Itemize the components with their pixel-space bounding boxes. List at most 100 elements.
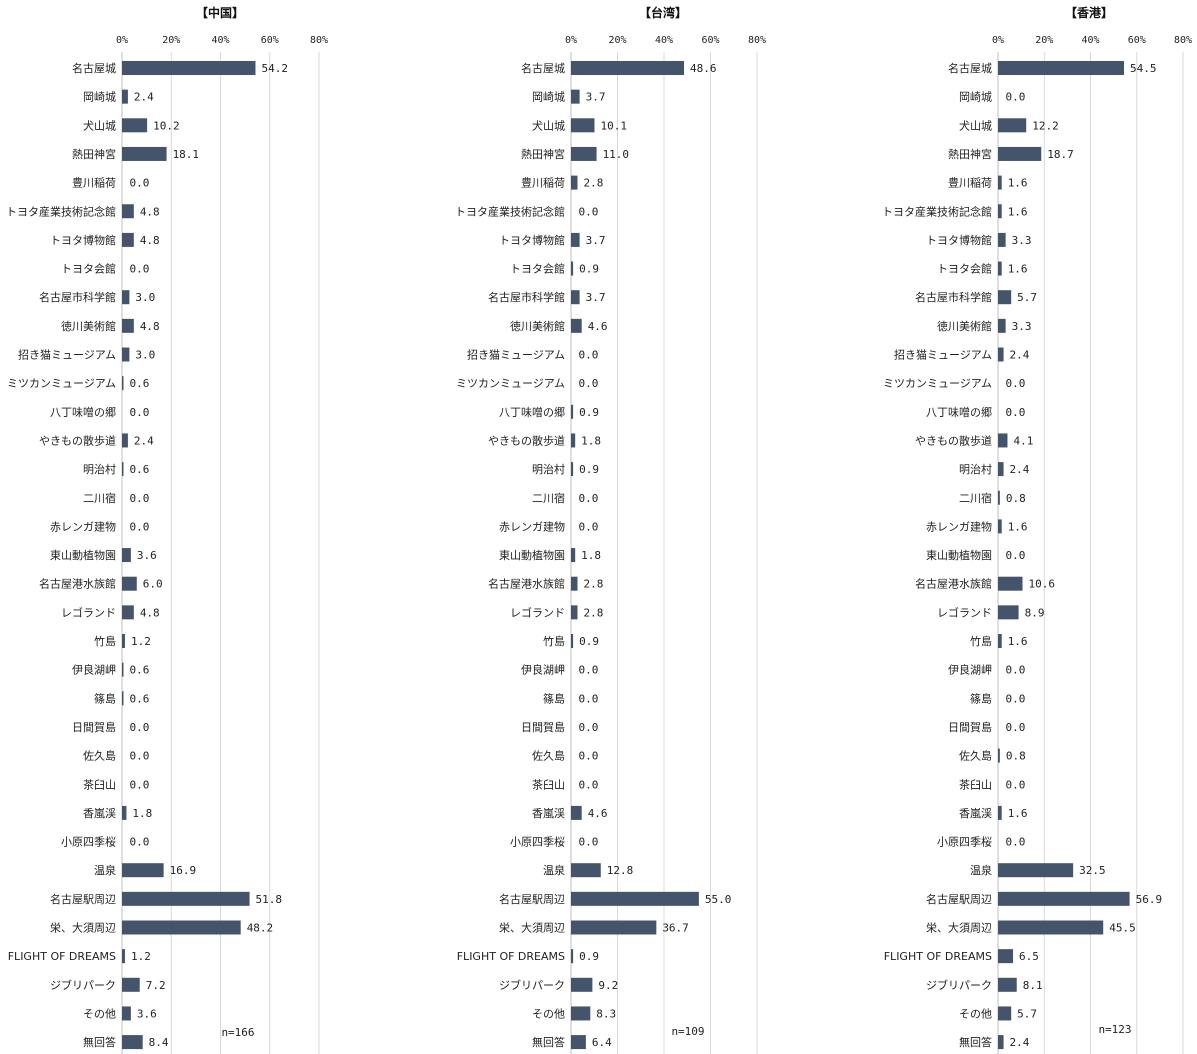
data-label: 3.7 bbox=[586, 234, 606, 247]
category-label: 二川宿 bbox=[959, 491, 992, 505]
data-label: 6.4 bbox=[592, 1036, 612, 1049]
bar bbox=[122, 89, 128, 104]
category-label: 小原四季桜 bbox=[937, 835, 992, 849]
category-label: 八丁味噌の郷 bbox=[499, 405, 565, 419]
chart-panel-1: 0% 20% 40% 60% 80% 【中国】名古屋城 54.2 岡崎城 2.4 犬山城 10.2 熱… bbox=[6, 5, 328, 1054]
category-label: 八丁味噌の郷 bbox=[50, 405, 116, 419]
data-label: 12.2 bbox=[1032, 119, 1059, 132]
bar bbox=[122, 920, 241, 935]
category-label: トヨタ産業技術記念館 bbox=[455, 204, 565, 218]
category-label: 犬山城 bbox=[959, 118, 992, 132]
data-label: 51.8 bbox=[256, 893, 283, 906]
category-label: 無回答 bbox=[959, 1035, 992, 1049]
category-label: 招き猫ミュージアム bbox=[894, 348, 992, 362]
data-label: 2.4 bbox=[1010, 1036, 1030, 1049]
bar bbox=[571, 634, 574, 648]
data-label: 0.0 bbox=[1006, 692, 1026, 705]
data-label: 1.8 bbox=[581, 434, 601, 447]
data-label: 0.9 bbox=[579, 463, 599, 476]
bar bbox=[571, 175, 578, 190]
data-label: 4.8 bbox=[140, 234, 160, 247]
data-label: 1.8 bbox=[132, 807, 152, 820]
bar bbox=[122, 1035, 143, 1050]
x-tick-label: 20% bbox=[1035, 35, 1053, 46]
bar bbox=[998, 805, 1002, 820]
category-label: 竹島 bbox=[543, 634, 565, 648]
category-label: 徳川美術館 bbox=[61, 319, 116, 333]
category-label: 赤レンガ建物 bbox=[926, 519, 992, 533]
category-label: その他 bbox=[532, 1007, 565, 1020]
data-label: 0.9 bbox=[579, 406, 599, 419]
data-label: 0.0 bbox=[130, 721, 150, 734]
category-label: トヨタ会館 bbox=[937, 262, 992, 276]
bar bbox=[122, 977, 140, 992]
bar bbox=[122, 863, 164, 878]
x-tick-label: 20% bbox=[608, 35, 626, 46]
data-label: 0.6 bbox=[130, 377, 150, 390]
data-label: 0.0 bbox=[579, 492, 599, 505]
category-label: 名古屋市科学館 bbox=[488, 290, 565, 304]
category-label: 栄、大須周辺 bbox=[926, 921, 992, 935]
category-label: FLIGHT OF DREAMS bbox=[8, 950, 116, 963]
data-label: 1.6 bbox=[1008, 177, 1028, 190]
data-label: 1.8 bbox=[581, 549, 601, 562]
data-label: 8.9 bbox=[1025, 606, 1045, 619]
category-label: 八丁味噌の郷 bbox=[926, 405, 992, 419]
data-label: 36.7 bbox=[662, 922, 689, 935]
bar bbox=[998, 462, 1004, 477]
x-tick-label: 0% bbox=[992, 35, 1004, 46]
x-tick-label: 60% bbox=[701, 35, 719, 46]
data-label: 10.2 bbox=[153, 119, 180, 132]
bar bbox=[571, 891, 699, 906]
category-label: 東山動植物園 bbox=[926, 548, 992, 562]
bar bbox=[571, 863, 601, 878]
data-label: 48.6 bbox=[690, 62, 717, 75]
data-label: 3.3 bbox=[1012, 234, 1032, 247]
sample-size-label: n=166 bbox=[221, 1026, 254, 1039]
data-label: 0.0 bbox=[579, 750, 599, 763]
bar bbox=[998, 433, 1008, 448]
bar bbox=[998, 61, 1125, 75]
data-label: 0.0 bbox=[579, 377, 599, 390]
bar bbox=[122, 462, 124, 477]
bar bbox=[122, 204, 134, 219]
data-label: 0.0 bbox=[130, 177, 150, 190]
bar bbox=[998, 576, 1023, 591]
category-label: 熱田神宮 bbox=[72, 147, 116, 161]
data-label: 1.6 bbox=[1008, 263, 1028, 276]
data-label: 0.0 bbox=[1006, 549, 1026, 562]
data-label: 0.0 bbox=[1006, 721, 1026, 734]
bar bbox=[571, 1006, 591, 1021]
category-label: 竹島 bbox=[94, 634, 116, 648]
category-label: 犬山城 bbox=[83, 118, 116, 132]
data-label: 2.4 bbox=[1010, 349, 1030, 362]
data-label: 0.9 bbox=[579, 950, 599, 963]
bar bbox=[571, 548, 576, 563]
x-tick-label: 60% bbox=[1128, 35, 1146, 46]
category-label: 東山動植物園 bbox=[50, 548, 116, 562]
bar bbox=[998, 146, 1042, 161]
category-label: トヨタ博物館 bbox=[50, 233, 116, 247]
data-label: 0.0 bbox=[579, 836, 599, 849]
data-label: 54.2 bbox=[261, 62, 288, 75]
category-label: トヨタ会館 bbox=[510, 262, 565, 276]
bar bbox=[998, 232, 1006, 247]
sample-size-label: n=123 bbox=[1098, 1023, 1131, 1036]
category-label: 熱田神宮 bbox=[948, 147, 992, 161]
category-label: 茶臼山 bbox=[959, 777, 992, 791]
data-label: 0.0 bbox=[130, 492, 150, 505]
category-label: 小原四季桜 bbox=[510, 835, 565, 849]
category-label: その他 bbox=[959, 1007, 992, 1020]
bar bbox=[122, 576, 137, 591]
category-label: 名古屋城 bbox=[72, 61, 116, 75]
category-label: 香嵐渓 bbox=[83, 807, 116, 820]
category-label: 温泉 bbox=[94, 863, 116, 877]
bar bbox=[998, 949, 1014, 964]
category-label: 栄、大須周辺 bbox=[499, 921, 565, 935]
data-label: 3.0 bbox=[135, 349, 155, 362]
bar bbox=[122, 1006, 131, 1021]
x-tick-label: 60% bbox=[261, 35, 279, 46]
data-label: 0.0 bbox=[579, 520, 599, 533]
category-label: 名古屋市科学館 bbox=[39, 290, 116, 304]
data-label: 16.9 bbox=[170, 864, 197, 877]
